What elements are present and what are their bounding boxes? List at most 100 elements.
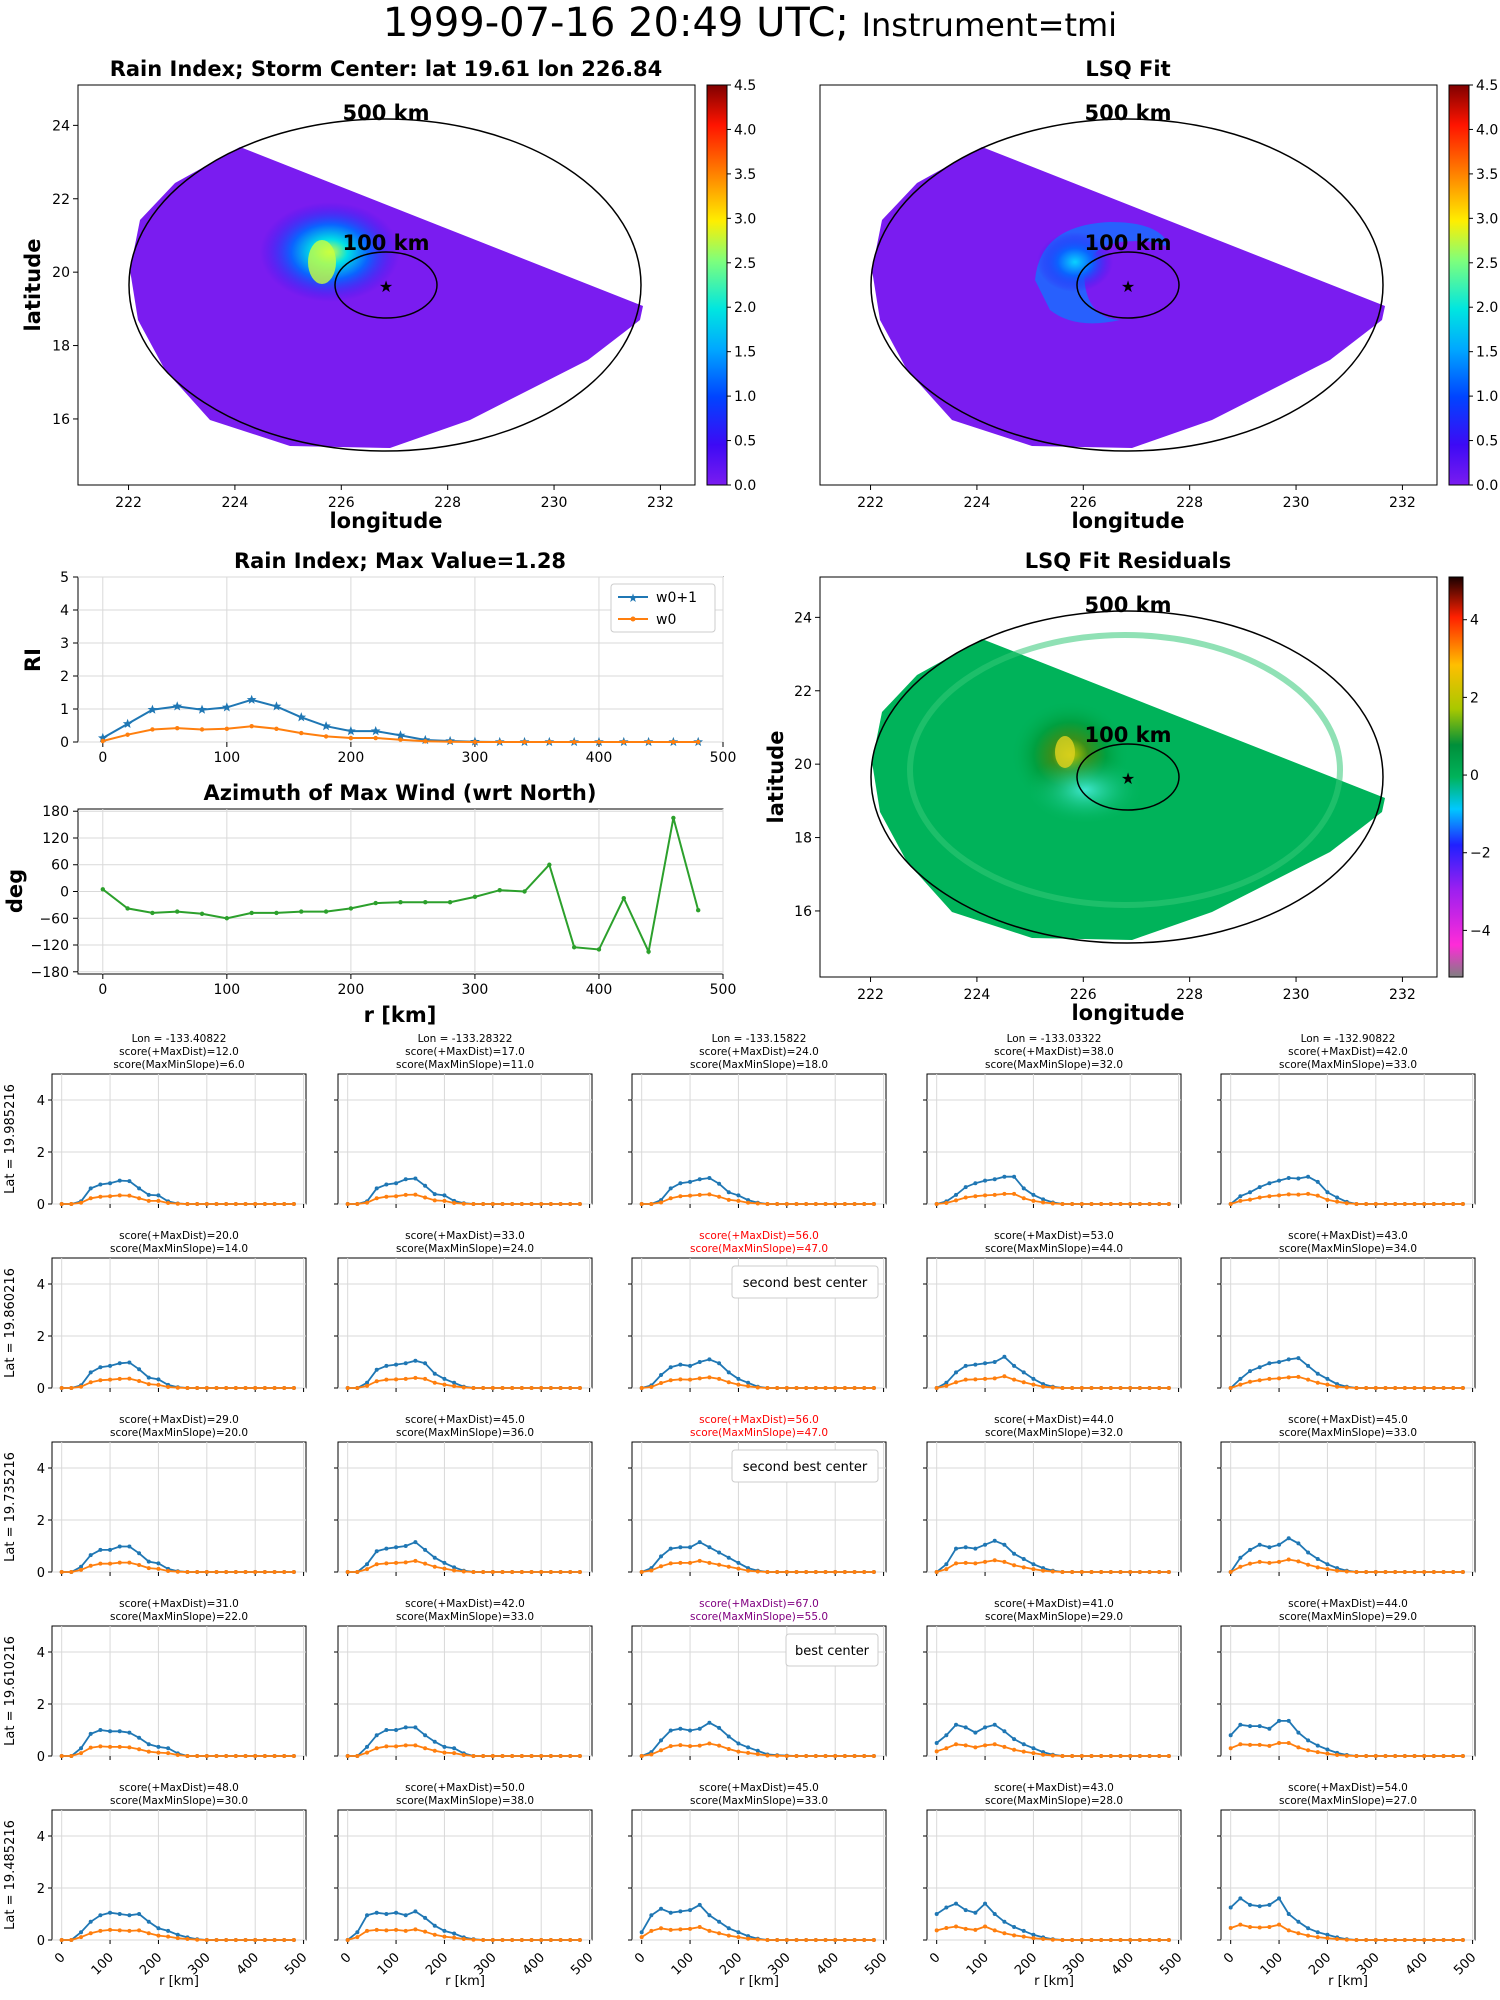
ri-series-w0-point [150,727,155,732]
grid-series-orange-point [548,1386,553,1390]
resid-ring-100km [1076,743,1180,811]
grid-cell-axes [337,1073,593,1205]
grid-series-orange-point [166,1751,171,1756]
grid-series-orange-point [262,1202,267,1206]
fit-map-title: LSQ Fit [1085,57,1170,81]
grid-series-orange-point [1041,1384,1046,1389]
grid-series-orange-point [1306,1377,1311,1382]
grid-cell-score-maxminslope: score(MaxMinSlope)=14.0 [110,1243,248,1255]
ri-series-w0p1-point [172,701,183,711]
grid-series-orange-point [842,1754,847,1758]
grid-series-blue-point [108,1910,113,1915]
grid-series-orange-point [688,1193,693,1198]
grid-cell-axes [926,1257,1182,1389]
grid-series-orange-point [59,1754,64,1758]
grid-ytick-label: 4 [37,1462,45,1477]
rain-map-xtick-label: 222 [115,495,142,511]
grid-series-blue-point [127,1730,132,1735]
grid-series-orange-point [1451,1386,1456,1390]
grid-cell-score-maxminslope: score(MaxMinSlope)=34.0 [1279,1243,1417,1255]
grid-series-blue-point [137,1367,142,1372]
grid-cell-score-maxdist: score(+MaxDist)=45.0 [1288,1414,1408,1426]
grid-series-blue-point [697,1360,702,1364]
grid-ytick-label: 4 [37,1646,45,1661]
grid-ytick-label: 0 [37,1750,45,1765]
grid-series-orange-point [1128,1202,1133,1206]
rain-map-title: Rain Index; Storm Center: lat 19.61 lon … [110,57,663,81]
ri-ytick-label: 5 [60,570,69,586]
grid-series-blue-point [79,1564,84,1569]
resid-ring-artifact [907,632,1343,908]
grid-xtick-label: 500 [1157,1950,1185,1978]
grid-series-blue-point [1306,1550,1311,1555]
grid-series-blue-point [403,1361,408,1366]
grid-series-blue-point [1325,1376,1330,1381]
grid-series-orange-point [1128,1754,1133,1758]
grid-series-orange-point [1099,1938,1104,1942]
grid-series-blue-point [1238,1194,1243,1199]
grid-series-orange-point [291,1754,296,1758]
grid-series-orange-point [452,1751,457,1756]
grid-series-orange-point [707,1375,712,1380]
grid-series-blue-point [934,1912,939,1916]
grid-series-blue-point [1257,1185,1262,1190]
grid-cell-axes [1220,1809,1476,1941]
grid-series-blue-point [1238,1722,1243,1727]
grid-series-orange-point [500,1386,505,1390]
grid-series-blue-point [1306,1174,1311,1179]
grid-series-orange-point [934,1386,939,1390]
grid-series-orange-point [1147,1202,1152,1206]
grid-series-orange-point [185,1570,190,1574]
ri-series-w0-point [125,732,130,737]
grid-cell-axes [631,1073,887,1205]
resid-colorbar-ticks: 4 2 0 −2 −4 [1463,613,1491,939]
grid-series-orange-point [175,1569,180,1574]
grid-series-orange-point [649,1384,654,1389]
grid-ytick-label: 2 [37,1514,45,1529]
grid-ytick-label: 0 [37,1566,45,1581]
grid-series-blue-point [365,1562,370,1567]
grid-series-orange-point [156,1382,161,1387]
grid-series-blue-point [394,1728,399,1732]
grid-cell-r1-c3: Lon = -133.15822score(+MaxDist)=24.0scor… [628,1033,887,1208]
grid-series-orange-point [1383,1386,1388,1390]
grid-series-blue-point [1325,1562,1330,1567]
grid-series-blue-point [1257,1724,1262,1729]
grid-series-blue-point [1296,1919,1301,1924]
grid-series-orange-point [1460,1938,1465,1942]
grid-series-blue-point [726,1926,731,1931]
grid-series-orange-point [69,1938,74,1942]
grid-series-orange-point [224,1754,229,1758]
grid-series-orange-point [374,1746,379,1751]
grid-series-orange-point [1079,1754,1084,1758]
grid-series-orange-point [992,1376,997,1381]
grid-series-blue-point [1031,1746,1036,1751]
grid-series-blue-point [954,1722,959,1727]
grid-series-blue-point [707,1357,712,1362]
grid-series-orange-point [1060,1570,1065,1574]
grid-series-blue-point [983,1361,988,1366]
grid-xtick-label: 100 [375,1950,403,1978]
grid-series-orange-point [871,1754,876,1758]
grid-series-blue-point [1002,1542,1007,1547]
rain-map-ylabel: latitude [21,239,45,332]
grid-series-blue-point [707,1176,712,1180]
ri-xtick-label: 400 [586,750,613,766]
grid-series-orange-point [374,1379,379,1384]
grid-series-blue-point [1286,1912,1291,1916]
grid-series-orange-point [1137,1754,1142,1758]
grid-series-orange-point [1099,1386,1104,1390]
grid-series-orange-point [423,1561,428,1566]
grid-series-blue-point [1012,1925,1017,1929]
az-series-point [224,916,230,921]
rain-map-xtick-label: 224 [222,495,249,511]
grid-series-orange-point [842,1386,847,1390]
grid-series-orange-point [224,1202,229,1206]
grid-series-blue-point [127,1913,132,1918]
grid-series-orange-point [365,1750,370,1755]
grid-series-orange-point [558,1938,563,1942]
grid-series-orange-point [852,1202,857,1206]
grid-series-orange-point [1118,1754,1123,1758]
grid-series-orange-point [1157,1938,1162,1942]
